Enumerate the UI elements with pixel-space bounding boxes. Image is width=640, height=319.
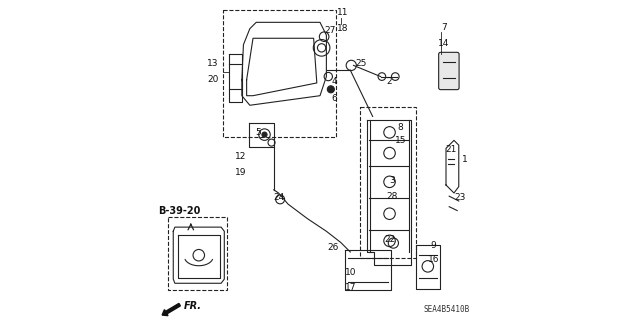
Text: 16: 16: [428, 256, 439, 264]
Circle shape: [262, 132, 267, 137]
FancyArrow shape: [162, 303, 180, 315]
Text: 18: 18: [337, 24, 348, 33]
Text: 22: 22: [385, 235, 396, 244]
Text: 2: 2: [387, 77, 392, 86]
Text: 10: 10: [344, 268, 356, 277]
Text: 24: 24: [273, 193, 284, 202]
Text: 4: 4: [332, 77, 337, 86]
Text: 25: 25: [356, 59, 367, 68]
Text: 7: 7: [441, 23, 447, 32]
Text: 5: 5: [255, 128, 260, 137]
Text: 6: 6: [332, 94, 337, 103]
Circle shape: [327, 86, 334, 93]
Text: 17: 17: [344, 283, 356, 292]
Text: 20: 20: [207, 75, 219, 84]
Bar: [223, 10, 336, 137]
Text: B-39-20: B-39-20: [159, 206, 201, 216]
Text: FR.: FR.: [184, 300, 202, 311]
Text: 12: 12: [235, 152, 246, 161]
FancyBboxPatch shape: [438, 52, 459, 90]
Text: 23: 23: [454, 193, 466, 202]
Text: 21: 21: [445, 145, 456, 154]
Text: 27: 27: [324, 26, 335, 35]
Text: 3: 3: [389, 176, 395, 185]
Text: SEA4B5410B: SEA4B5410B: [423, 305, 469, 314]
Text: 14: 14: [438, 39, 449, 48]
Text: 13: 13: [207, 59, 219, 68]
Text: 11: 11: [337, 8, 348, 17]
Text: 8: 8: [398, 123, 404, 132]
Text: 15: 15: [395, 136, 406, 145]
Bar: [168, 217, 227, 290]
Bar: [360, 107, 416, 258]
Text: 28: 28: [386, 192, 397, 201]
Text: 26: 26: [327, 243, 339, 252]
Text: 9: 9: [430, 241, 436, 250]
Text: 19: 19: [234, 168, 246, 177]
Text: 1: 1: [462, 155, 468, 164]
